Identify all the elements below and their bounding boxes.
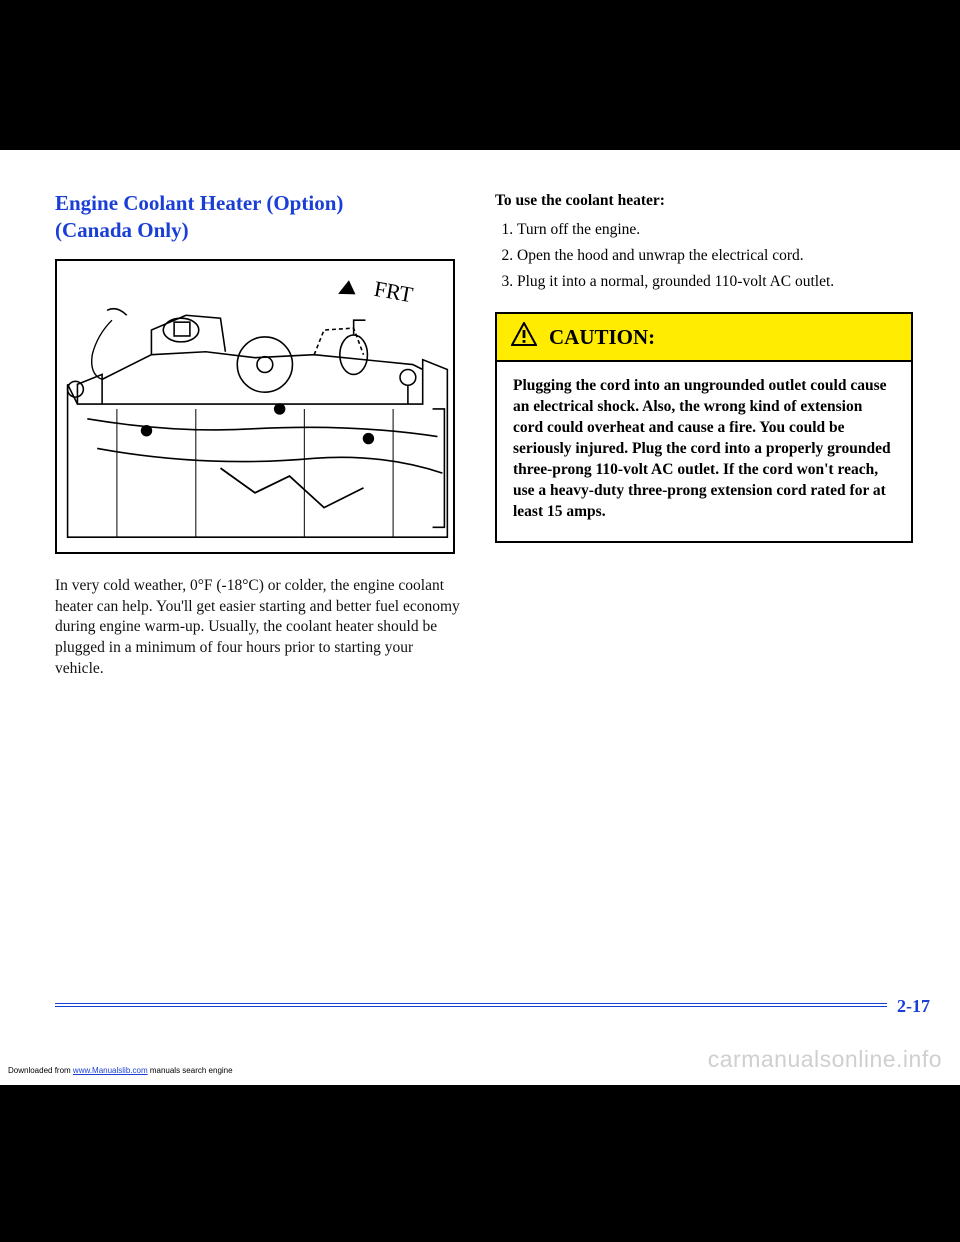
caution-label: CAUTION: bbox=[549, 325, 655, 350]
right-column: To use the coolant heater: Turn off the … bbox=[495, 190, 915, 543]
figure-description: In very cold weather, 0°F (-18°C) or col… bbox=[55, 576, 460, 681]
step-item: Turn off the engine. bbox=[517, 218, 915, 242]
steps-list: Turn off the engine. Open the hood and u… bbox=[495, 218, 915, 294]
warning-triangle-icon bbox=[511, 322, 537, 352]
steps-intro: To use the coolant heater: bbox=[495, 192, 915, 210]
caution-header: CAUTION: bbox=[497, 314, 911, 362]
heading-line-2: (Canada Only) bbox=[55, 218, 189, 242]
step-item: Plug it into a normal, grounded 110-volt… bbox=[517, 270, 915, 294]
section-heading: Engine Coolant Heater (Option) (Canada O… bbox=[55, 190, 460, 245]
page-number: 2-17 bbox=[887, 996, 930, 1017]
manual-page: Engine Coolant Heater (Option) (Canada O… bbox=[0, 150, 960, 1085]
download-source-line: Downloaded from www.Manualslib.com manua… bbox=[8, 1066, 233, 1075]
engine-figure: ◄ FRT bbox=[55, 259, 455, 554]
dl-prefix: Downloaded from bbox=[8, 1066, 73, 1075]
heading-line-1: Engine Coolant Heater (Option) bbox=[55, 191, 343, 215]
dl-suffix: manuals search engine bbox=[148, 1066, 233, 1075]
content-area: Engine Coolant Heater (Option) (Canada O… bbox=[55, 190, 915, 965]
caution-box: CAUTION: Plugging the cord into an ungro… bbox=[495, 312, 913, 542]
caution-body: Plugging the cord into an ungrounded out… bbox=[497, 362, 911, 540]
step-item: Open the hood and unwrap the electrical … bbox=[517, 244, 915, 268]
dl-link[interactable]: www.Manualslib.com bbox=[73, 1066, 148, 1075]
page-rule bbox=[0, 1003, 960, 1007]
watermark: carmanualsonline.info bbox=[708, 1046, 942, 1073]
left-column: Engine Coolant Heater (Option) (Canada O… bbox=[55, 190, 460, 680]
